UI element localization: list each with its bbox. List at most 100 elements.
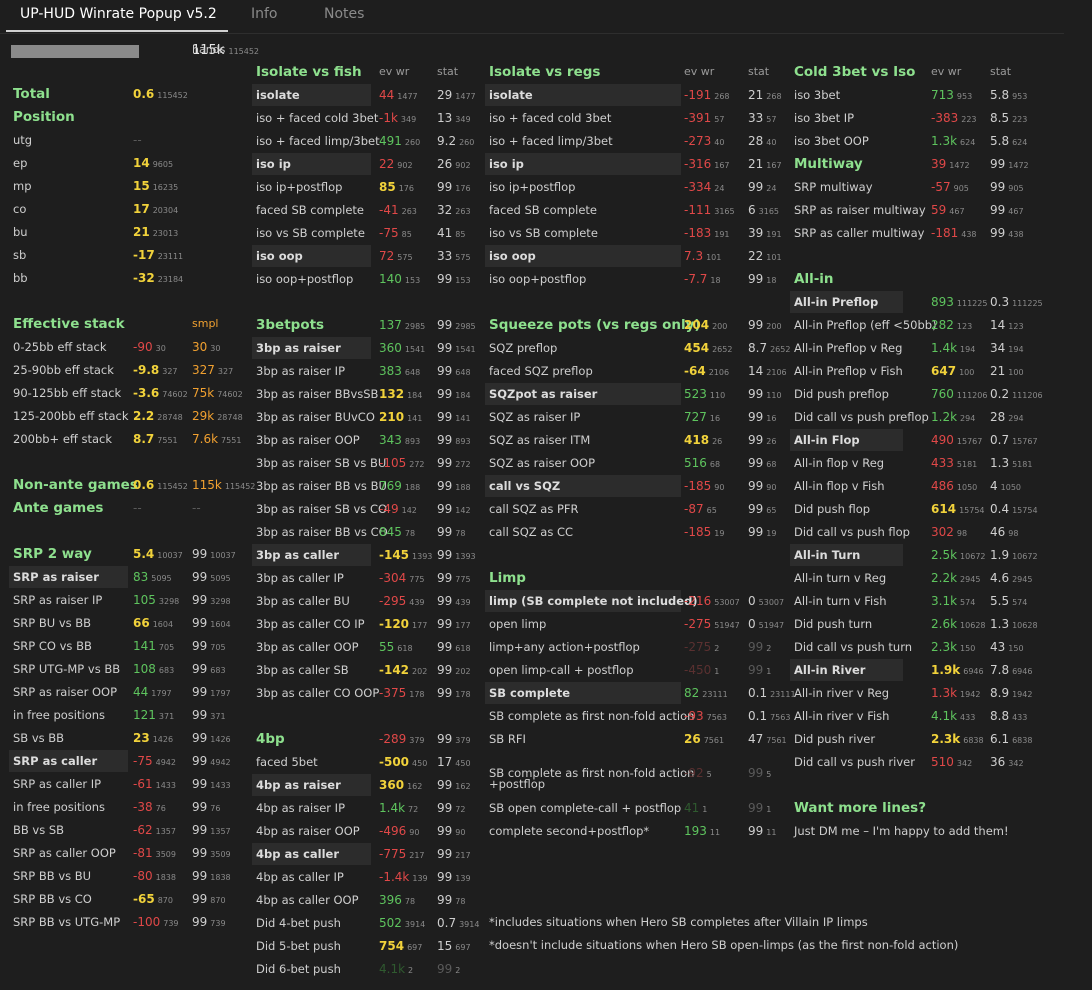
value-sample-size: 3509	[155, 850, 176, 859]
ev-winrate-value: --	[133, 129, 145, 153]
stat-value: 99 438	[990, 222, 1024, 246]
value-number: -185	[684, 479, 712, 493]
row-label: iso vs SB complete	[256, 226, 365, 240]
stat-value: 99 141	[437, 406, 471, 430]
value-sample-size: 1477	[397, 92, 418, 101]
value-sample-size: 6946	[963, 667, 984, 676]
stat-value: 0 51947	[748, 613, 784, 637]
ev-winrate-value: 72 575	[379, 245, 413, 269]
value-sample-size: 141	[455, 414, 471, 423]
value-sample-size: 177	[412, 621, 428, 630]
value-sample-size: 7551	[221, 436, 242, 445]
value-number: 845	[379, 525, 402, 539]
tab-winrate-popup[interactable]: UP-HUD Winrate Popup v5.2	[20, 6, 217, 22]
row-label: 4bp as caller OOP	[256, 893, 359, 907]
value-sample-size: 68	[766, 460, 777, 469]
ev-winrate-value: 41 1	[684, 797, 707, 821]
value-sample-size: 176	[455, 184, 471, 193]
value-number: -111	[684, 203, 712, 217]
stat-value: 0 53007	[748, 590, 784, 614]
value-number: 7.8	[990, 663, 1010, 677]
stat-value: 99 1797	[192, 681, 231, 705]
value-number: -105	[379, 456, 407, 470]
value-sample-size: 28748	[217, 413, 243, 422]
row-label: SRP 2 way	[13, 546, 92, 562]
tab-notes[interactable]: Notes	[324, 6, 365, 22]
value-number: 99	[437, 893, 453, 907]
stat-value: 5.5 574	[990, 590, 1027, 614]
stat-value: 99 16	[748, 406, 776, 430]
value-number: 66	[133, 616, 150, 630]
stat-value: 36 342	[990, 751, 1024, 775]
value-sample-size: 575	[397, 253, 413, 262]
value-sample-size: 57	[714, 115, 725, 124]
value-number: -62	[133, 823, 153, 837]
value-number: 44	[133, 685, 149, 699]
value-sample-size: 19	[714, 529, 725, 538]
value-number: 99	[748, 766, 764, 780]
value-number: 137	[379, 318, 402, 332]
value-number: 343	[379, 433, 402, 447]
ev-winrate-value: 510 342	[931, 751, 972, 775]
stat-value: 99 200	[748, 314, 782, 338]
row-label: Multiway	[794, 156, 863, 172]
value-number: 0.6	[133, 478, 155, 492]
ev-winrate-value: -38 76	[133, 796, 166, 820]
value-number: 0.3	[990, 295, 1010, 309]
value-number: 99	[437, 456, 453, 470]
value-sample-size: 217	[409, 851, 425, 860]
value-number: 713	[931, 88, 954, 102]
ev-winrate-value: 15 16235	[133, 175, 178, 199]
redacted-player-name	[11, 45, 139, 58]
value-sample-size: 167	[766, 161, 782, 170]
stat-value: 99 139	[437, 866, 471, 890]
value-sample-size: 775	[455, 575, 471, 584]
stat-value: 99 648	[437, 360, 471, 384]
ev-winrate-value: 21 23013	[133, 221, 178, 245]
value-number: 39	[931, 157, 947, 171]
value-number: -273	[684, 134, 712, 148]
value-number: 8.8	[990, 709, 1010, 723]
row-label: mp	[13, 179, 32, 193]
value-sample-size: 194	[1008, 345, 1024, 354]
ev-winrate-value: 2.3k 150	[931, 636, 975, 660]
value-sample-size: 272	[409, 460, 425, 469]
value-number: -185	[684, 525, 712, 539]
stat-value: 99 739	[192, 911, 226, 935]
stat-value: 1.3 5181	[990, 452, 1032, 476]
value-sample-size: 139	[412, 874, 428, 883]
row-label: SQZ as raiser OOP	[489, 456, 596, 470]
value-sample-size: 379	[409, 736, 425, 745]
stat-value: 75k 74602	[192, 382, 243, 406]
stat-value: 34 194	[990, 337, 1024, 361]
value-sample-size: 101	[706, 253, 722, 262]
ev-winrate-value: -49 142	[379, 498, 417, 522]
tab-divider	[0, 33, 1064, 34]
value-number: 39	[748, 226, 764, 240]
value-sample-size: 263	[455, 207, 471, 216]
stat-value: 99 1541	[437, 337, 476, 361]
value-number: 769	[379, 479, 402, 493]
ev-winrate-value: 4.1k 2	[379, 958, 413, 982]
row-label: SB complete	[489, 686, 571, 700]
ev-winrate-value: 383 648	[379, 360, 420, 384]
ev-winrate-value: 4.1k 433	[931, 705, 975, 729]
value-sample-size: 870	[210, 896, 226, 905]
row-label: All-in Preflop v Reg	[794, 341, 903, 355]
ev-winrate-value: 893 111225	[931, 291, 987, 315]
value-sample-size: 15767	[1012, 437, 1038, 446]
value-number: 21	[748, 157, 764, 171]
value-number: 99	[437, 433, 453, 447]
value-number: 360	[379, 341, 402, 355]
tab-info[interactable]: Info	[251, 6, 278, 22]
value-number: 99	[748, 525, 764, 539]
row-label: Non-ante games	[13, 477, 138, 493]
row-label: SQZpot as raiser	[489, 387, 598, 401]
value-sample-size: 26	[712, 437, 723, 446]
value-number: -75	[379, 226, 399, 240]
row-label: 4bp	[256, 731, 285, 747]
ev-winrate-value: 713 953	[931, 84, 972, 108]
row-label: SRP as raiser multiway	[794, 203, 926, 217]
value-sample-size: 40	[766, 138, 777, 147]
row-label: Limp	[489, 570, 526, 586]
